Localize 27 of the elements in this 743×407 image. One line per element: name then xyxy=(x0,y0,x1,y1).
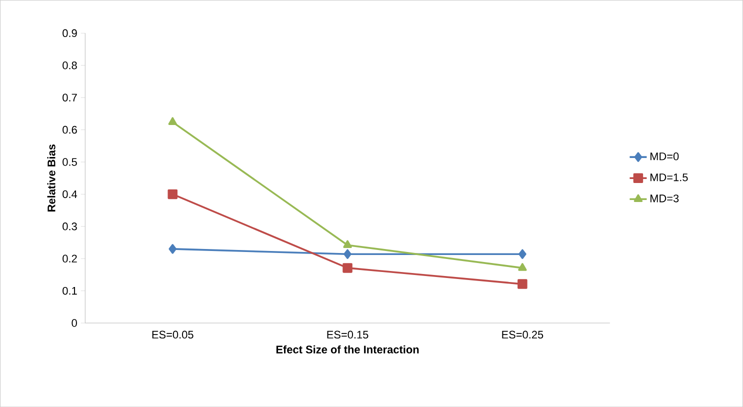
y-tick-label: 0.1 xyxy=(62,286,77,295)
point xyxy=(518,262,527,271)
y-axis-title: Relative Bias xyxy=(47,144,56,212)
y-tick-label: 0.4 xyxy=(62,190,78,198)
point xyxy=(343,240,352,248)
y-tick-label: 0 xyxy=(72,319,77,327)
y-tick-label: 0.2 xyxy=(62,254,77,262)
x-axis-title: Efect Size of the Interaction xyxy=(276,345,419,354)
point xyxy=(168,244,176,254)
point xyxy=(168,117,177,125)
y-tick-label: 0.3 xyxy=(62,222,77,230)
y-tick-label: 0.8 xyxy=(62,61,77,70)
point xyxy=(342,262,352,273)
point xyxy=(344,249,352,259)
legend-label: MD=1.5 xyxy=(650,174,688,182)
point xyxy=(518,279,528,289)
y-tick-label: 0.9 xyxy=(62,29,77,37)
y-tick-label: 0.7 xyxy=(62,94,77,102)
x-tick-label: ES=0.15 xyxy=(327,330,368,338)
point xyxy=(518,249,526,259)
x-tick-label: ES=0.05 xyxy=(152,330,194,338)
point xyxy=(168,189,178,199)
legend-label: MD=3 xyxy=(650,194,679,202)
y-tick-label: 0.6 xyxy=(62,126,77,134)
legend-label: MD=0 xyxy=(650,152,679,160)
y-tick-label: 0.5 xyxy=(62,158,77,166)
x-tick-label: ES=0.25 xyxy=(502,330,544,338)
